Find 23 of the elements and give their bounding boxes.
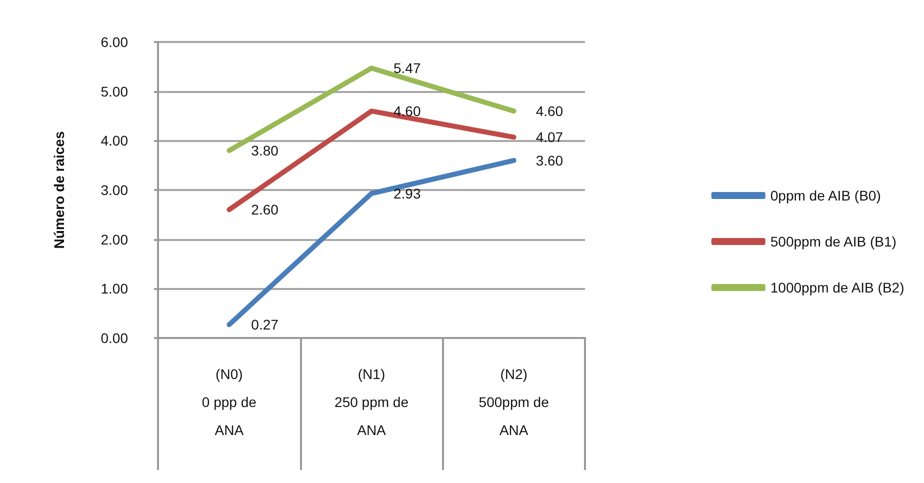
data-label: 2.93	[394, 185, 421, 202]
data-label: 4.60	[536, 103, 564, 120]
y-tick-label: 5.00	[100, 83, 128, 100]
y-tick-label: 3.00	[100, 182, 128, 198]
data-label: 4.07	[536, 129, 564, 146]
data-label: 0.27	[251, 316, 279, 333]
data-label: 3.60	[536, 152, 564, 168]
x-tick-label: (N2) 500ppm de ANA	[478, 366, 550, 438]
legend-label: 1000ppm de AIB (B2)	[770, 280, 904, 296]
y-tick-label: 0.00	[100, 330, 128, 346]
legend-label: 500ppm de AIB (B1)	[770, 234, 896, 250]
data-label: 3.80	[251, 142, 279, 159]
y-tick-label: 4.00	[100, 132, 128, 149]
legend-label: 0ppm de AIB (B0)	[770, 188, 881, 204]
data-label: 5.47	[394, 60, 421, 76]
x-tick-label: (N1) 250 ppm de ANA	[334, 366, 409, 438]
y-tick-label: 1.00	[100, 280, 128, 297]
data-label: 4.60	[394, 103, 421, 120]
y-tick-label: 6.00	[100, 34, 128, 50]
y-tick-label: 2.00	[100, 231, 128, 248]
y-axis-title: Número de raices	[51, 131, 67, 249]
x-tick-label: (N0) 0 ppp de ANA	[202, 366, 257, 438]
data-label: 2.60	[251, 202, 279, 218]
